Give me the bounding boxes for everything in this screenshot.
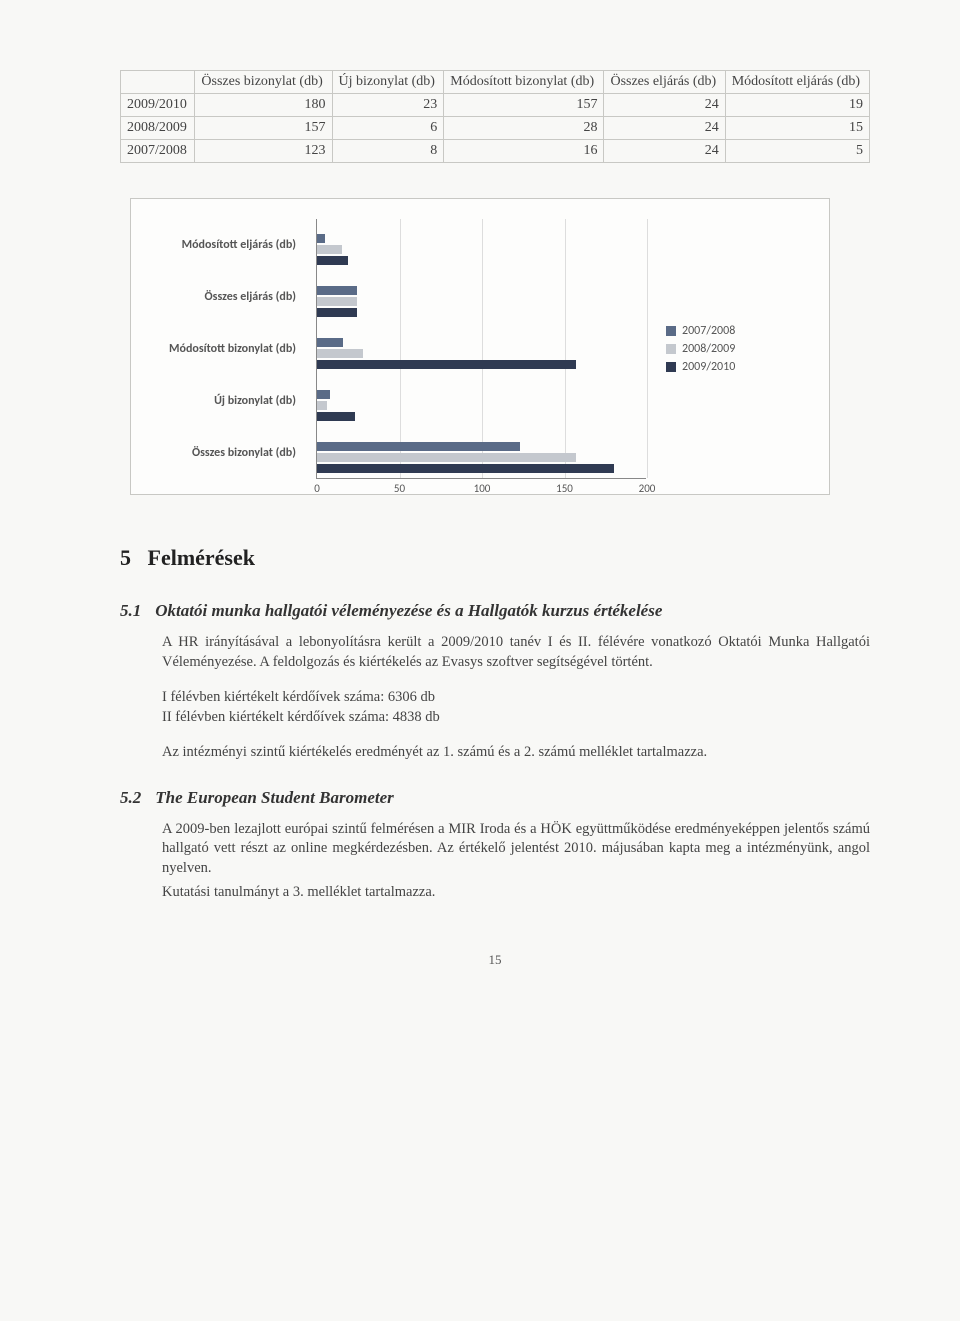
- chart-bar: [317, 464, 614, 473]
- chart-x-tick: 100: [474, 482, 491, 495]
- chart-legend: 2007/2008 2008/2009 2009/2010: [666, 320, 766, 378]
- table-cell: 19: [725, 94, 869, 117]
- chart-y-label: Összes eljárás (db): [146, 290, 296, 304]
- section-heading: 5 Felmérések: [120, 545, 870, 571]
- subsection-5-2: 5.2 The European Student Barometer: [120, 788, 870, 808]
- paragraph: Kutatási tanulmányt a 3. melléklet tarta…: [162, 883, 870, 903]
- table-cell: 16: [444, 140, 604, 163]
- subsection-number: 5.2: [120, 788, 141, 808]
- chart-legend-swatch: [666, 362, 676, 372]
- chart-bar-group: [317, 385, 355, 427]
- table-cell: 23: [332, 94, 444, 117]
- chart-legend-item: 2009/2010: [666, 360, 766, 374]
- chart-legend-label: 2008/2009: [682, 342, 735, 356]
- table-cell: 2007/2008: [121, 140, 195, 163]
- subsection-number: 5.1: [120, 601, 141, 621]
- table-cell: 24: [604, 140, 725, 163]
- chart-plot: 050100150200: [316, 219, 646, 479]
- table-cell: 15: [725, 117, 869, 140]
- chart-y-label: Módosított bizonylat (db): [146, 342, 296, 356]
- chart-bar: [317, 453, 576, 462]
- table-header: Összes eljárás (db): [604, 71, 725, 94]
- chart-bar: [317, 390, 330, 399]
- chart-bar: [317, 412, 355, 421]
- table-cell: 8: [332, 140, 444, 163]
- chart-bar-group: [317, 281, 357, 323]
- subsection-title: Oktatói munka hallgatói véleményezése és…: [155, 601, 662, 621]
- chart-bar: [317, 308, 357, 317]
- chart-x-tick: 50: [394, 482, 405, 495]
- chart-gridline: [647, 219, 648, 478]
- chart-frame: Módosított eljárás (db) Összes eljárás (d…: [130, 198, 830, 495]
- paragraph: I félévben kiértékelt kérdőívek száma: 6…: [162, 688, 870, 727]
- section-title: Felmérések: [148, 545, 256, 570]
- table-header: Módosított bizonylat (db): [444, 71, 604, 94]
- chart-y-label: Módosított eljárás (db): [146, 238, 296, 252]
- table-cell: 5: [725, 140, 869, 163]
- table-cell: 24: [604, 94, 725, 117]
- paragraph: A HR irányításával a lebonyolításra kerü…: [162, 633, 870, 672]
- chart-bar: [317, 360, 576, 369]
- chart-bar: [317, 234, 325, 243]
- table-header: Összes bizonylat (db): [195, 71, 332, 94]
- chart-bar: [317, 401, 327, 410]
- chart-y-labels: Módosított eljárás (db) Összes eljárás (d…: [146, 219, 296, 479]
- chart-legend-label: 2007/2008: [682, 324, 735, 338]
- data-table: Összes bizonylat (db)Új bizonylat (db)Mó…: [120, 70, 870, 163]
- chart-bar: [317, 297, 357, 306]
- table-header: Új bizonylat (db): [332, 71, 444, 94]
- chart-bar: [317, 442, 520, 451]
- table-cell: 2008/2009: [121, 117, 195, 140]
- chart-x-tick: 0: [314, 482, 320, 495]
- table-cell: 2009/2010: [121, 94, 195, 117]
- chart-y-label: Összes bizonylat (db): [146, 446, 296, 460]
- chart-bar-group: [317, 437, 614, 479]
- paragraph: A 2009-ben lezajlott európai szintű felm…: [162, 820, 870, 879]
- section-number: 5: [120, 545, 131, 570]
- chart-legend-label: 2009/2010: [682, 360, 735, 374]
- chart-legend-swatch: [666, 344, 676, 354]
- table-row: 2009/2010180231572419: [121, 94, 870, 117]
- table-header: Módosított eljárás (db): [725, 71, 869, 94]
- chart-x-tick: 150: [556, 482, 573, 495]
- paragraph: Az intézményi szintű kiértékelés eredmén…: [162, 743, 870, 763]
- table-row: 2008/20091576282415: [121, 117, 870, 140]
- chart-legend-swatch: [666, 326, 676, 336]
- table-cell: 28: [444, 117, 604, 140]
- chart-bar-group: [317, 333, 576, 375]
- chart-y-label: Új bizonylat (db): [146, 394, 296, 408]
- table-cell: 180: [195, 94, 332, 117]
- chart-bar: [317, 256, 348, 265]
- table-cell: 157: [444, 94, 604, 117]
- table-cell: 6: [332, 117, 444, 140]
- table-row: 2007/2008123816245: [121, 140, 870, 163]
- chart-bar: [317, 245, 342, 254]
- page-number: 15: [120, 952, 870, 968]
- chart-bar: [317, 338, 343, 347]
- table-cell: 157: [195, 117, 332, 140]
- chart-x-tick: 200: [639, 482, 656, 495]
- chart-bar-group: [317, 229, 348, 271]
- chart-legend-item: 2008/2009: [666, 342, 766, 356]
- subsection-title: The European Student Barometer: [155, 788, 394, 808]
- table-header: [121, 71, 195, 94]
- subsection-5-1: 5.1 Oktatói munka hallgatói véleményezés…: [120, 601, 870, 621]
- chart-bar: [317, 286, 357, 295]
- chart-legend-item: 2007/2008: [666, 324, 766, 338]
- chart-bar: [317, 349, 363, 358]
- table-cell: 24: [604, 117, 725, 140]
- table-cell: 123: [195, 140, 332, 163]
